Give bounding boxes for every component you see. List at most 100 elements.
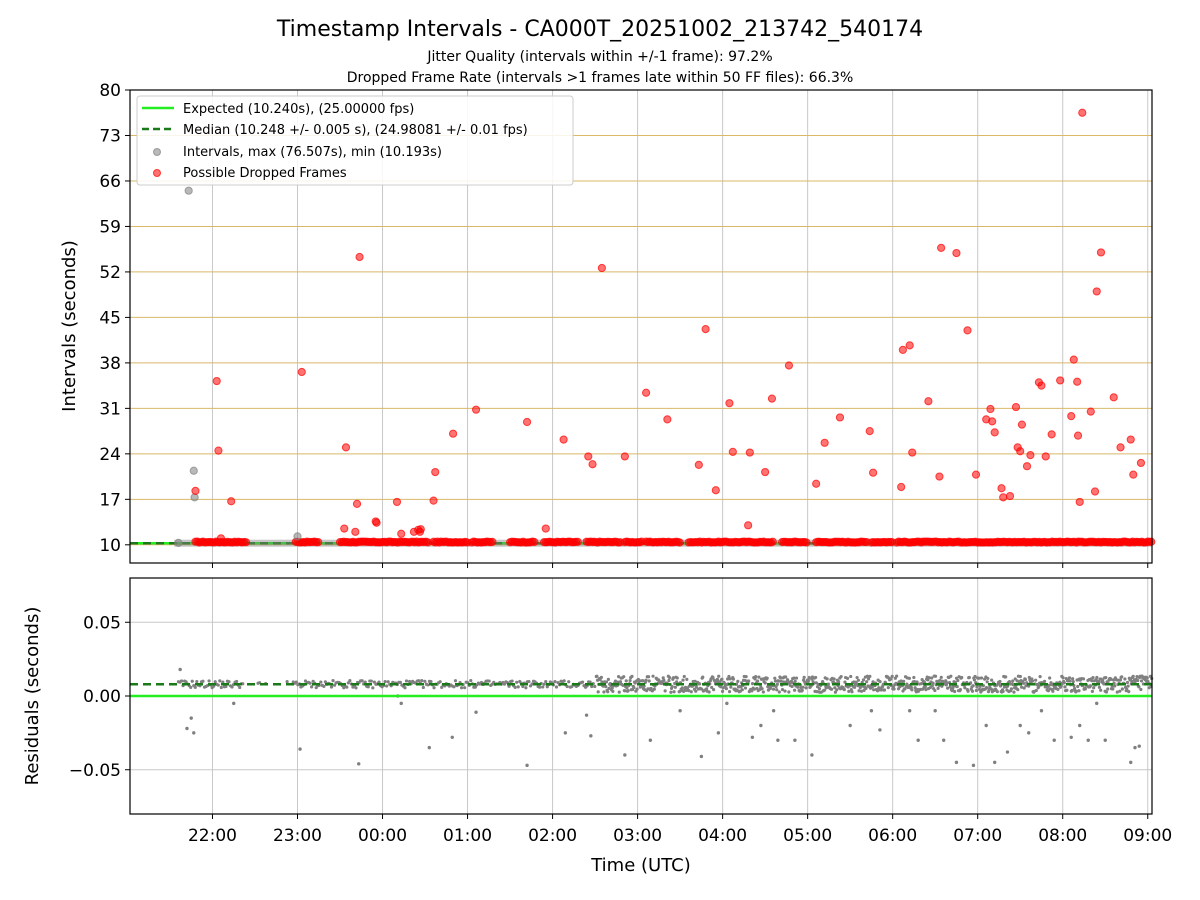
residual-point <box>727 674 731 679</box>
residual-point <box>779 679 783 683</box>
residual-point <box>195 679 199 684</box>
residual-point <box>930 676 934 680</box>
residual-point <box>890 674 894 678</box>
residual-point <box>979 676 984 680</box>
x-tick-label: 07:00 <box>953 826 1002 846</box>
residual-point <box>1130 679 1134 683</box>
residual-point <box>759 723 763 728</box>
residual-point <box>870 685 874 689</box>
residual-point <box>673 685 677 689</box>
residual-point <box>792 676 796 680</box>
residual-point <box>224 684 228 689</box>
residual-point <box>707 690 711 694</box>
residual-point <box>596 690 600 694</box>
interval-point <box>293 532 302 541</box>
residual-point <box>941 738 946 742</box>
dropped-frame-point <box>1041 452 1050 461</box>
dropped-frame-point <box>952 248 961 258</box>
residual-point <box>775 682 779 686</box>
residual-point <box>1127 690 1131 694</box>
residual-point <box>1067 676 1072 680</box>
x-tick-label: 08:00 <box>1038 826 1087 846</box>
dropped-frame-point <box>488 537 497 546</box>
residual-point <box>817 686 822 691</box>
residual-point <box>993 760 997 765</box>
x-tick-label: 02:00 <box>528 826 577 846</box>
residual-point <box>913 686 917 690</box>
residual-point <box>717 674 721 678</box>
residual-point <box>977 687 982 692</box>
residual-point <box>801 685 805 689</box>
residual-point <box>780 688 785 692</box>
residual-point <box>671 676 676 680</box>
residual-point <box>1005 750 1010 754</box>
residual-point <box>750 682 755 686</box>
residual-point <box>833 686 837 690</box>
x-tick-label: 01:00 <box>443 826 492 846</box>
x-tick-label: 04:00 <box>698 826 747 846</box>
residual-point <box>848 723 852 728</box>
residual-point <box>725 701 729 706</box>
residual-point <box>975 685 979 689</box>
top-y-tick-label: 73 <box>99 126 121 146</box>
residual-point <box>607 686 611 691</box>
dropped-frame-point <box>1126 435 1135 444</box>
residual-point <box>369 679 373 683</box>
top-y-tick-label: 38 <box>99 354 121 374</box>
dropped-frame-point <box>784 361 794 370</box>
dropped-frame-point <box>597 263 606 273</box>
residual-point <box>951 684 955 688</box>
residual-point <box>868 674 872 678</box>
residual-point <box>685 677 689 681</box>
residual-point <box>878 728 882 732</box>
top-y-axis-label: Intervals (seconds) <box>59 240 80 412</box>
residual-point <box>613 679 618 683</box>
x-tick-label: 03:00 <box>613 826 662 846</box>
residual-point <box>1038 674 1042 679</box>
residual-point <box>663 689 667 693</box>
residual-point <box>1004 675 1008 679</box>
residual-point <box>967 675 971 680</box>
residual-point <box>826 682 830 686</box>
interval-point <box>184 186 193 195</box>
residual-point <box>1091 675 1095 680</box>
residual-point <box>1097 685 1102 689</box>
dropped-frame-point <box>352 499 362 508</box>
dropped-frame-point <box>1037 381 1046 390</box>
dropped-frame-point <box>744 521 753 530</box>
residual-point <box>218 679 222 683</box>
residual-point <box>319 680 323 684</box>
residual-point <box>1088 684 1093 688</box>
residual-point <box>450 735 454 739</box>
residual-point <box>611 689 615 694</box>
residual-point <box>792 688 797 692</box>
residual-point <box>804 686 808 690</box>
dropped-frame-point <box>1109 393 1118 402</box>
residual-point <box>541 685 545 689</box>
residual-point <box>473 685 477 689</box>
residual-point <box>963 686 967 690</box>
top-y-tick-label: 24 <box>99 445 121 465</box>
residual-point <box>971 684 975 688</box>
residual-point <box>584 713 589 717</box>
residual-point <box>916 738 920 742</box>
residual-point <box>1131 674 1135 679</box>
residual-point <box>744 674 748 679</box>
residual-point <box>889 677 893 681</box>
residual-point <box>207 679 211 683</box>
x-tick-label: 05:00 <box>783 826 832 846</box>
residual-point <box>1034 688 1038 693</box>
residual-point <box>1069 735 1073 739</box>
residual-point <box>879 688 883 692</box>
residual-point <box>588 680 592 684</box>
residual-point <box>824 686 829 690</box>
residual-point <box>699 687 704 691</box>
residual-point <box>1042 679 1047 683</box>
residual-point <box>348 679 352 683</box>
residual-point <box>807 675 811 680</box>
residual-point <box>784 675 788 679</box>
residual-point <box>985 680 989 684</box>
residual-point <box>836 680 841 684</box>
residual-point <box>386 680 390 684</box>
residual-point <box>628 678 632 683</box>
